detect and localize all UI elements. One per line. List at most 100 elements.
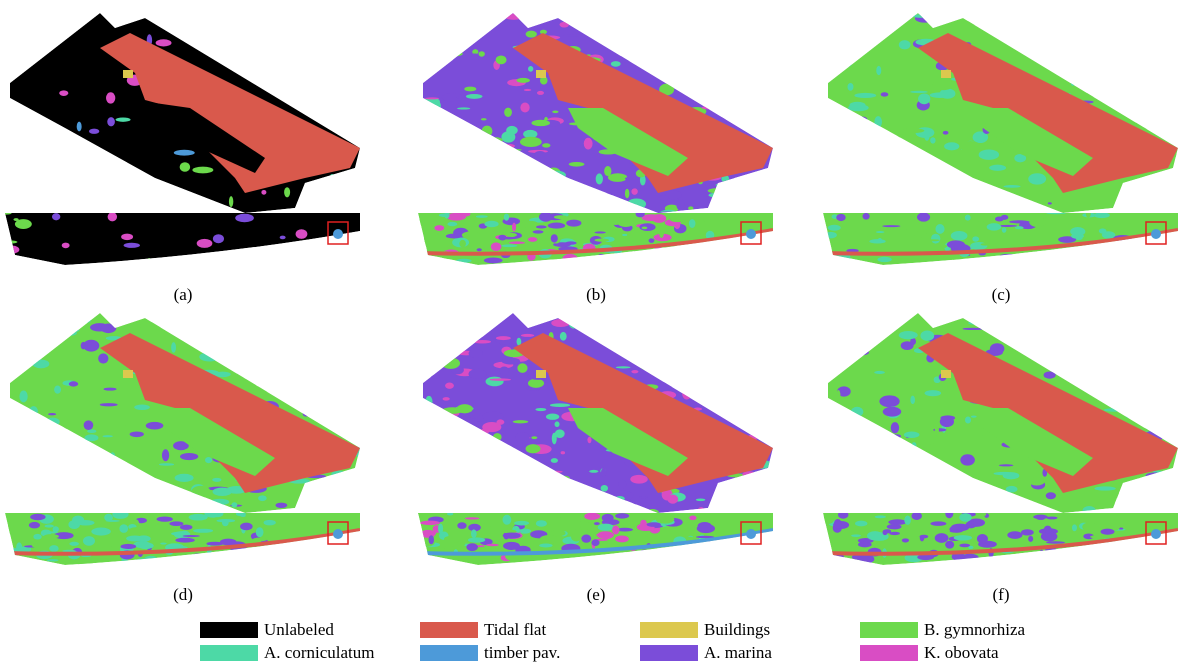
map-patch — [643, 41, 665, 53]
strip-patch — [669, 253, 675, 259]
strip-patch — [696, 523, 715, 534]
strip-patch — [644, 550, 664, 557]
strip-patch — [518, 528, 532, 534]
map-patch — [832, 128, 851, 136]
map-patch — [828, 463, 839, 466]
map-patch — [424, 51, 438, 62]
map-patch — [445, 382, 454, 389]
map-patch — [1131, 490, 1139, 502]
map-patch — [467, 499, 487, 511]
strip-patch — [565, 241, 577, 245]
map-patch — [205, 456, 213, 464]
map-patch — [852, 33, 875, 36]
strip-patch — [502, 532, 521, 539]
map-patch — [619, 54, 631, 63]
map-patch — [261, 189, 267, 195]
map-patch — [423, 485, 433, 496]
strip-patch — [1009, 220, 1029, 224]
map-patch — [442, 397, 450, 401]
strip-patch — [867, 235, 885, 238]
strip-patch — [979, 513, 987, 517]
map-patch — [885, 135, 901, 140]
map-patch — [869, 313, 882, 320]
map-patch — [849, 101, 866, 109]
map-patch — [1122, 325, 1139, 330]
strip-patch — [120, 543, 137, 550]
strip-patch — [500, 236, 517, 240]
map-patch — [245, 372, 266, 385]
building — [941, 70, 951, 78]
map-patch — [879, 395, 900, 408]
inner-vegetation — [568, 408, 688, 476]
strip-patch — [641, 226, 648, 230]
map-patch — [736, 13, 756, 17]
map-patch — [77, 495, 87, 501]
map-patch — [347, 500, 360, 507]
strip-patch — [458, 532, 473, 536]
strip-patch — [959, 543, 971, 548]
map-patch — [599, 36, 614, 46]
map-patch — [423, 39, 439, 50]
map-patch — [506, 125, 518, 135]
strip-patch — [461, 223, 477, 227]
map-patch — [1141, 13, 1159, 14]
map-patch — [145, 421, 164, 430]
map-patch — [347, 423, 359, 427]
strip-patch — [1040, 531, 1058, 542]
map-patch — [1019, 320, 1041, 326]
strip-edge — [5, 528, 360, 556]
map-patch — [872, 458, 892, 470]
map-patch — [495, 336, 511, 341]
map-patch — [1135, 478, 1144, 488]
map-patch — [468, 368, 487, 380]
legend-label: K. obovata — [924, 643, 999, 662]
timber-spot — [1151, 529, 1161, 539]
map-patch — [755, 36, 770, 45]
map-patch — [711, 21, 722, 30]
map-patch — [83, 339, 100, 352]
map-patch — [482, 421, 502, 433]
map-patch — [550, 13, 562, 14]
map-patch — [425, 395, 433, 408]
map-patch — [32, 359, 50, 369]
map-patch — [90, 456, 100, 465]
map-patch — [464, 194, 484, 200]
map-patch — [989, 343, 1005, 355]
map-patch — [485, 451, 500, 460]
map-patch — [210, 498, 230, 506]
map-patch — [491, 496, 503, 499]
strip-patch — [437, 523, 444, 534]
map-patch — [520, 333, 535, 337]
map-patch — [223, 34, 236, 43]
strip-patch — [663, 532, 680, 536]
map-patch — [159, 463, 175, 466]
map-patch — [754, 341, 759, 347]
strip-patch — [49, 545, 59, 552]
map-patch — [212, 487, 232, 497]
map-patch — [828, 16, 841, 26]
map-patch — [966, 13, 972, 14]
strip-patch — [30, 513, 46, 521]
map-patch — [83, 420, 94, 431]
map-patch — [590, 313, 599, 318]
map-patch — [563, 313, 586, 314]
map-patch — [460, 37, 466, 44]
map-patch — [912, 183, 929, 188]
map-patch — [925, 465, 942, 478]
map-patch — [427, 487, 436, 494]
map-patch — [860, 21, 877, 31]
map-patch — [54, 385, 62, 394]
map-patch — [140, 479, 158, 489]
strip-patch — [514, 520, 530, 526]
strip-patch — [119, 524, 129, 533]
map-patch — [931, 479, 944, 486]
map-patch — [467, 180, 484, 191]
map-patch — [329, 173, 336, 182]
map-patch — [719, 61, 737, 68]
map-patch — [701, 324, 717, 328]
tidal-flat — [513, 33, 773, 193]
map-main — [10, 313, 360, 513]
map-patch — [630, 474, 648, 484]
strip-patch — [240, 522, 253, 531]
map-patch — [910, 395, 916, 405]
